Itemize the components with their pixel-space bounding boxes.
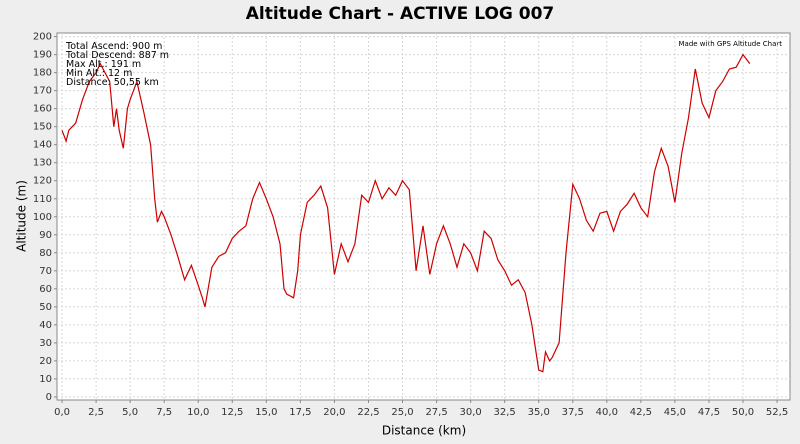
annotation: Total Descend: 887 m (65, 50, 169, 61)
x-tick-label: 45,0 (664, 407, 686, 418)
y-tick-label: 160 (33, 104, 52, 115)
x-tick-label: 32,5 (494, 407, 516, 418)
y-tick-label: 130 (33, 158, 52, 169)
x-tick-label: 50,0 (732, 407, 754, 418)
y-tick-label: 80 (39, 248, 52, 259)
y-tick-label: 10 (39, 374, 52, 385)
x-tick-label: 22,5 (357, 407, 379, 418)
altitude-line (61, 53, 751, 373)
x-tick-label: 25,0 (391, 407, 413, 418)
chart-title: Altitude Chart - ACTIVE LOG 007 (246, 4, 555, 24)
credit: Made with GPS Altitude Chart (678, 40, 782, 48)
y-tick-label: 0 (46, 392, 52, 403)
y-tick-label: 200 (33, 32, 52, 43)
x-tick-label: 35,0 (528, 407, 550, 418)
y-tick-label: 140 (33, 140, 52, 151)
annotation: Min Alt.: 12 m (66, 68, 132, 79)
y-tick-label: 170 (33, 86, 52, 97)
x-tick-label: 7,5 (156, 407, 172, 418)
x-tick-label: 37,5 (562, 407, 584, 418)
x-tick-label: 2,5 (88, 407, 104, 418)
plot-area (56, 32, 791, 401)
x-tick-label: 17,5 (289, 407, 311, 418)
y-tick-label: 120 (33, 176, 52, 187)
y-tick-label: 30 (39, 338, 52, 349)
x-tick-label: 0,0 (54, 407, 70, 418)
x-tick-label: 40,0 (596, 407, 618, 418)
annotation: Total Ascend: 900 m (65, 41, 162, 52)
x-tick-label: 27,5 (425, 407, 447, 418)
x-tick-label: 47,5 (698, 407, 720, 418)
x-axis-label: Distance (km) (382, 424, 466, 438)
x-tick-label: 42,5 (630, 407, 652, 418)
x-tick-label: 20,0 (323, 407, 345, 418)
y-tick-label: 190 (33, 50, 52, 61)
y-axis-label: Altitude (m) (15, 180, 29, 252)
x-tick-label: 30,0 (459, 407, 481, 418)
y-tick-label: 110 (33, 194, 52, 205)
x-tick-label: 12,5 (221, 407, 243, 418)
y-tick-label: 50 (39, 302, 52, 313)
y-tick-label: 100 (33, 212, 52, 223)
y-tick-label: 90 (39, 230, 52, 241)
annotation: Distance: 50,55 km (66, 77, 159, 88)
x-tick-label: 52,5 (766, 407, 788, 418)
x-tick-label: 5,0 (122, 407, 138, 418)
y-tick-label: 60 (39, 284, 52, 295)
x-tick-label: 15,0 (255, 407, 277, 418)
y-tick-label: 150 (33, 122, 52, 133)
y-tick-label: 180 (33, 68, 52, 79)
x-tick-label: 10,0 (187, 407, 209, 418)
y-tick-label: 70 (39, 266, 52, 277)
y-tick-label: 40 (39, 320, 52, 331)
y-tick-label: 20 (39, 356, 52, 367)
annotation: Max Alt.: 191 m (66, 59, 141, 70)
